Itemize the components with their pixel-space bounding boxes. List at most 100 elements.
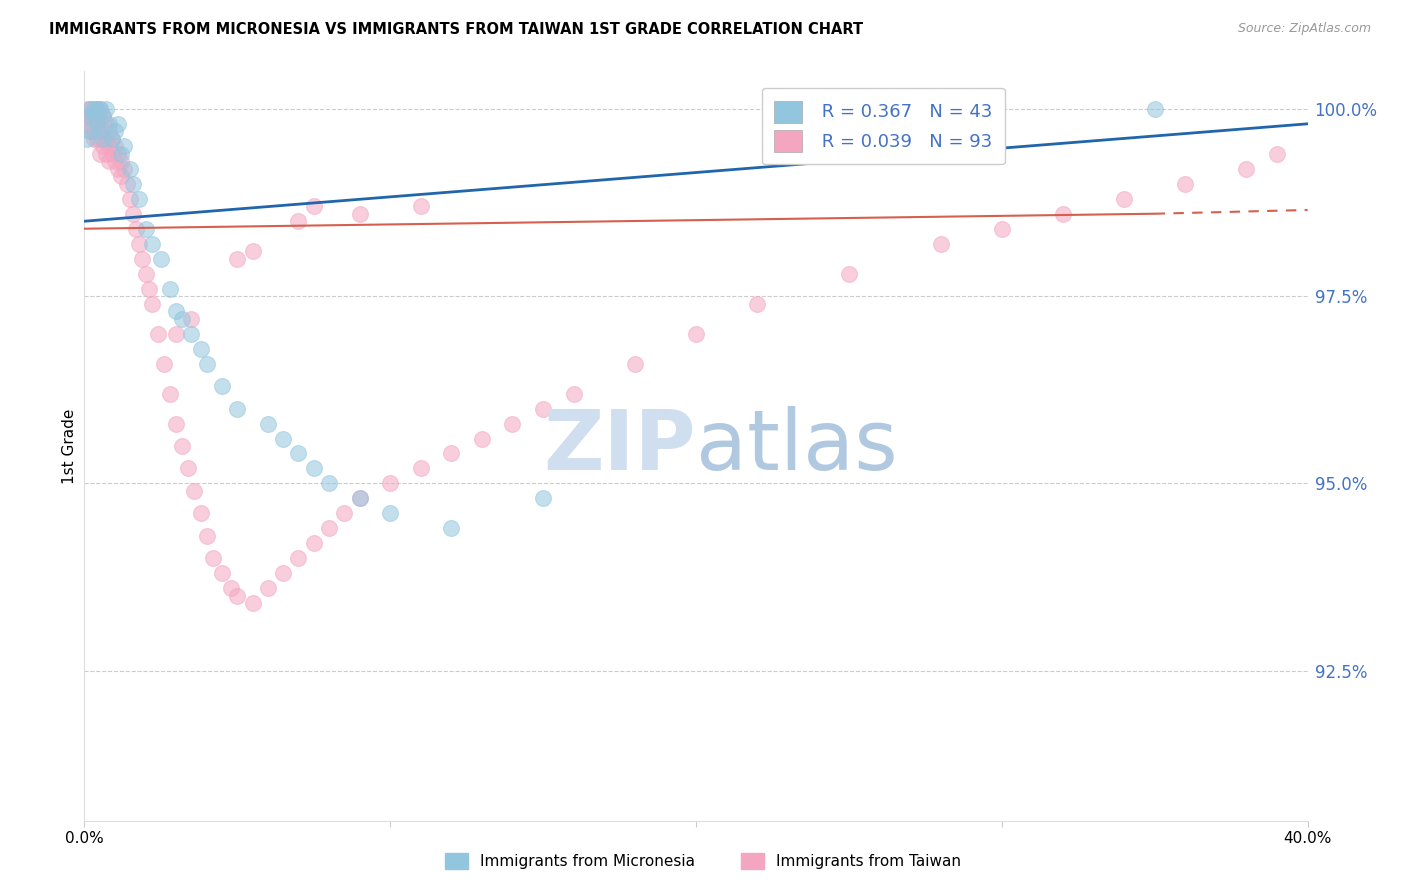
Point [531, 401, 554, 416]
Point [242, 596, 264, 610]
Point [79, 102, 101, 116]
Legend: Immigrants from Micronesia, Immigrants from Taiwan: Immigrants from Micronesia, Immigrants f… [439, 847, 967, 875]
Point [110, 154, 132, 169]
Point [226, 252, 249, 266]
Point [94, 132, 117, 146]
Point [190, 342, 212, 356]
Point [89, 132, 111, 146]
Point [89, 117, 111, 131]
Point [159, 282, 181, 296]
Point [83, 109, 105, 123]
Point [146, 326, 169, 341]
Point [177, 461, 200, 475]
Point [271, 432, 294, 446]
Point [79, 124, 101, 138]
Point [349, 207, 371, 221]
Point [838, 267, 860, 281]
Point [172, 439, 194, 453]
Point [97, 154, 120, 169]
Point [349, 491, 371, 506]
Point [211, 379, 233, 393]
Point [1052, 207, 1074, 221]
Point [226, 401, 249, 416]
Point [94, 102, 117, 116]
Point [991, 221, 1014, 235]
Point [89, 102, 111, 116]
Point [122, 177, 145, 191]
Point [97, 124, 120, 138]
Point [302, 461, 325, 475]
Point [122, 207, 145, 221]
Point [101, 132, 124, 146]
Point [149, 252, 172, 266]
Point [287, 446, 309, 460]
Point [76, 132, 98, 146]
Point [101, 132, 124, 146]
Point [1265, 146, 1288, 161]
Point [91, 139, 114, 153]
Point [83, 124, 105, 138]
Point [83, 132, 105, 146]
Point [91, 124, 114, 138]
Point [86, 132, 108, 146]
Point [195, 357, 218, 371]
Point [94, 117, 117, 131]
Point [91, 109, 114, 123]
Point [89, 102, 111, 116]
Point [242, 244, 264, 259]
Point [349, 491, 371, 506]
Point [409, 461, 432, 475]
Point [380, 476, 402, 491]
Point [502, 417, 524, 431]
Point [79, 124, 101, 138]
Point [76, 109, 98, 123]
Point [172, 311, 194, 326]
Point [138, 282, 160, 296]
Point [380, 507, 402, 521]
Point [76, 102, 98, 116]
Point [318, 476, 340, 491]
Point [219, 582, 242, 596]
Point [112, 139, 135, 153]
Point [104, 124, 127, 138]
Point [115, 177, 138, 191]
Point [128, 236, 150, 251]
Point [128, 192, 150, 206]
Point [120, 192, 142, 206]
Point [287, 214, 309, 228]
Text: IMMIGRANTS FROM MICRONESIA VS IMMIGRANTS FROM TAIWAN 1ST GRADE CORRELATION CHART: IMMIGRANTS FROM MICRONESIA VS IMMIGRANTS… [49, 22, 863, 37]
Point [91, 109, 114, 123]
Point [531, 491, 554, 506]
Point [83, 109, 105, 123]
Point [165, 326, 187, 341]
Point [165, 417, 187, 431]
Point [159, 386, 181, 401]
Point [91, 132, 114, 146]
Point [302, 199, 325, 213]
Point [409, 199, 432, 213]
Point [141, 296, 163, 310]
Point [97, 139, 120, 153]
Point [257, 417, 280, 431]
Point [211, 566, 233, 581]
Point [440, 521, 463, 535]
Point [104, 154, 127, 169]
Point [89, 124, 111, 138]
Point [107, 146, 129, 161]
Point [180, 326, 202, 341]
Point [86, 117, 108, 131]
Point [1114, 192, 1136, 206]
Text: atlas: atlas [696, 406, 897, 486]
Point [131, 252, 153, 266]
Point [107, 117, 129, 131]
Point [79, 102, 101, 116]
Point [201, 551, 224, 566]
Point [120, 161, 142, 176]
Point [94, 146, 117, 161]
Point [125, 221, 148, 235]
Point [183, 483, 205, 498]
Legend:  R = 0.367   N = 43,  R = 0.039   N = 93: R = 0.367 N = 43, R = 0.039 N = 93 [762, 88, 1005, 164]
Point [110, 169, 132, 184]
Point [302, 536, 325, 550]
Point [624, 357, 647, 371]
